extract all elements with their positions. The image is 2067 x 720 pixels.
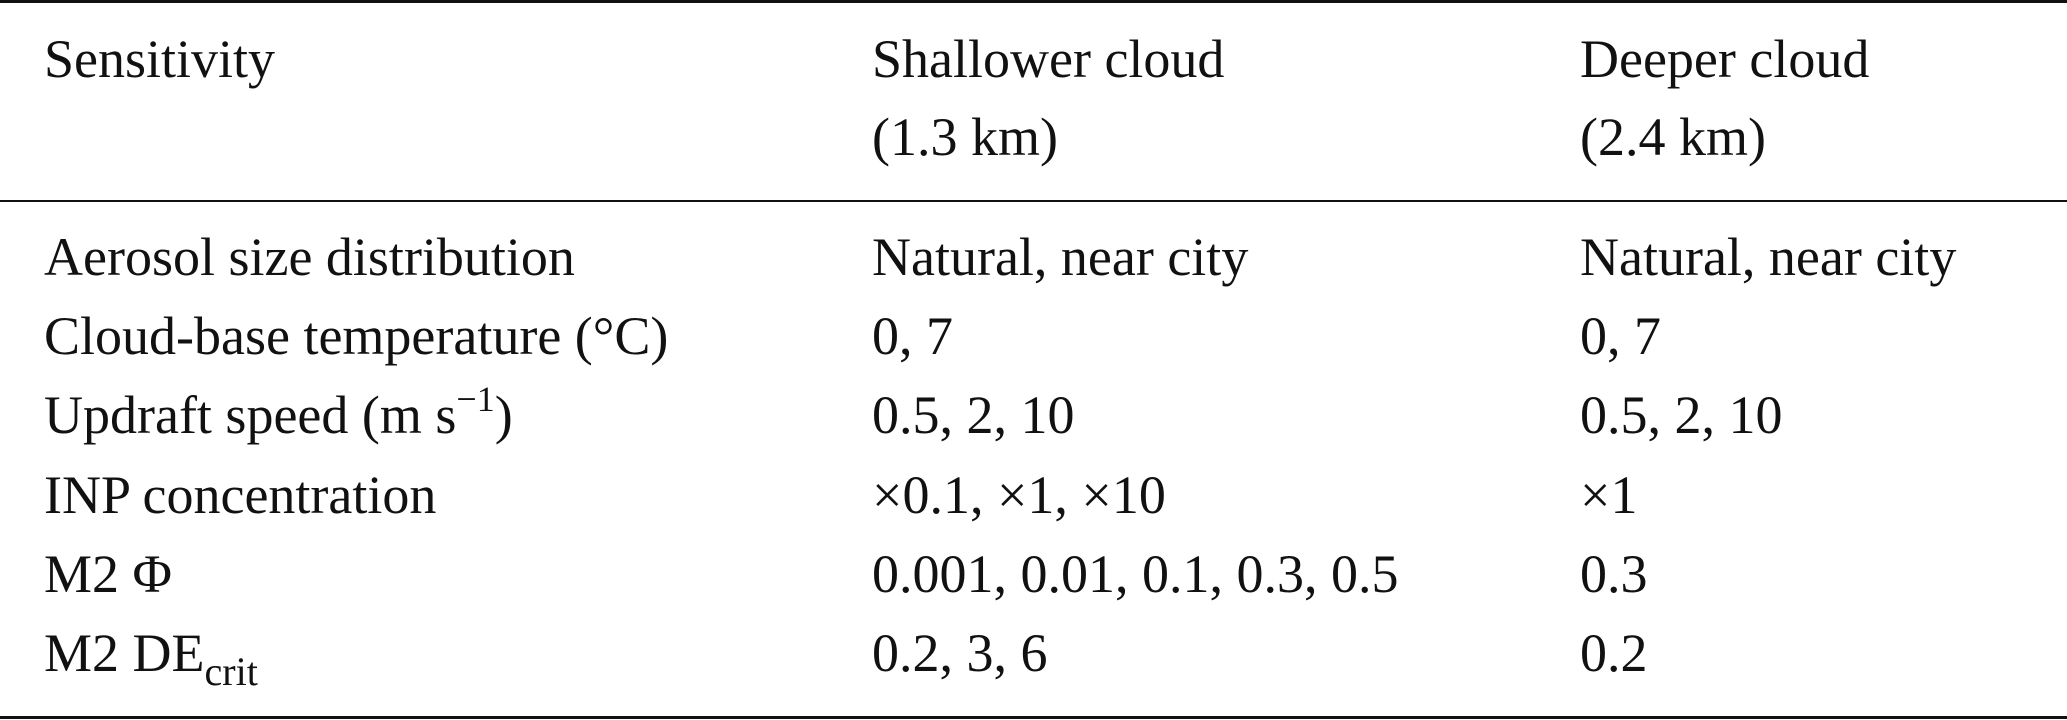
header-shallower-cloud-depth: (1.3 km) <box>872 107 1058 167</box>
row-label-inp-concentration: INP concentration <box>44 465 437 525</box>
de-crit-label-main: M2 DE <box>44 623 205 683</box>
header-shallower-cloud: Shallower cloud <box>872 29 1225 89</box>
de-crit-label-subscript: crit <box>204 649 258 694</box>
row-label-updraft-speed: Updraft speed (m s−1) <box>44 376 513 454</box>
table-bottom-rule <box>0 716 2067 719</box>
header-deeper-cloud: Deeper cloud <box>1580 29 1870 89</box>
row-label-aerosol-size: Aerosol size distribution <box>44 227 575 287</box>
cell-deep-updraft-speed: 0.5, 2, 10 <box>1580 385 1783 445</box>
cell-deep-aerosol-size: Natural, near city <box>1580 227 1957 287</box>
header-deeper-cloud-depth: (2.4 km) <box>1580 107 1766 167</box>
table-top-rule <box>0 0 2067 3</box>
table-header-rule <box>0 200 2067 202</box>
row-label-m2-phi: M2 Φ <box>44 544 172 604</box>
cell-deep-m2-de-crit: 0.2 <box>1580 623 1648 683</box>
cell-shallow-m2-phi: 0.001, 0.01, 0.1, 0.3, 0.5 <box>872 544 1399 604</box>
row-label-cloud-base-temperature: Cloud-base temperature (°C) <box>44 306 669 366</box>
cell-shallow-cloud-base-temperature: 0, 7 <box>872 306 953 366</box>
cell-deep-cloud-base-temperature: 0, 7 <box>1580 306 1661 366</box>
cell-shallow-m2-de-crit: 0.2, 3, 6 <box>872 623 1048 683</box>
cell-shallow-inp-concentration: ×0.1, ×1, ×10 <box>872 465 1166 525</box>
cell-shallow-aerosol-size: Natural, near city <box>872 227 1249 287</box>
updraft-label-main: Updraft speed (m s <box>44 385 457 445</box>
updraft-label-close: ) <box>494 385 513 445</box>
cell-deep-inp-concentration: ×1 <box>1580 465 1638 525</box>
cell-deep-m2-phi: 0.3 <box>1580 544 1648 604</box>
cell-shallow-updraft-speed: 0.5, 2, 10 <box>872 385 1075 445</box>
header-sensitivity: Sensitivity <box>44 29 276 89</box>
updraft-label-exponent: −1 <box>456 379 495 419</box>
row-label-m2-de-crit: M2 DEcrit <box>44 614 258 692</box>
